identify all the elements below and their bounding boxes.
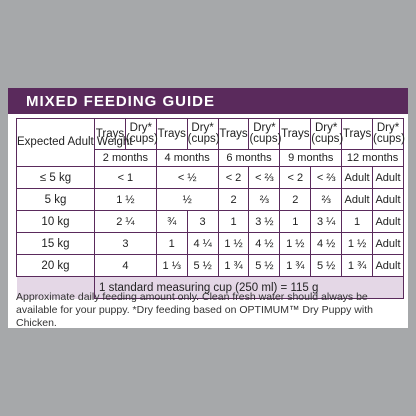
dry-unit: (cups) [249, 133, 282, 145]
trays-header: Trays [155, 118, 188, 150]
cell: 1 ½ [279, 232, 312, 255]
note: Approximate daily feeding amount only. C… [16, 291, 373, 329]
cell: 1 [217, 210, 250, 233]
cell: 1 ¾ [341, 254, 374, 277]
cell: 3 ½ [248, 210, 281, 233]
dry-unit: (cups) [373, 133, 405, 145]
data-row: ≤ 5 kg < 1 < ½ < 2 < ⅔ < 2 < ⅔ Adult Adult [16, 166, 404, 189]
age-header: 4 months [155, 149, 219, 167]
card: MIXED FEEDING GUIDE Expected Adult Weigh… [8, 88, 408, 329]
trays-header: Trays [217, 118, 250, 150]
cell: 5 ½ [248, 254, 281, 277]
dry-header: Dry* (cups) [248, 118, 282, 150]
cell: Adult [372, 210, 404, 233]
spacer [16, 276, 95, 299]
dry-header: Dry* (cups) [186, 118, 220, 150]
dry-label: Dry* [253, 122, 276, 134]
age-header: 9 months [279, 149, 343, 167]
cell: 4 ¼ [186, 232, 219, 255]
cell: 2 [279, 188, 312, 211]
cell: < ⅔ [248, 166, 281, 189]
cell: < ½ [155, 166, 219, 189]
cell: Adult [372, 166, 404, 189]
cell: 1 ¾ [217, 254, 250, 277]
cell: < 2 [279, 166, 312, 189]
age-header: 6 months [217, 149, 281, 167]
footer: 1 standard measuring cup (250 ml) = 115 … [94, 276, 404, 299]
cell: Adult [341, 166, 374, 189]
trays-header: Trays [279, 118, 312, 150]
cell: Adult [372, 254, 404, 277]
cell: ⅔ [248, 188, 281, 211]
age-header: 12 months [341, 149, 404, 167]
cell: 4 [94, 254, 157, 277]
cell: 4 ½ [310, 232, 343, 255]
weight: 5 kg [16, 188, 95, 211]
cell: Adult [372, 188, 404, 211]
cell: 1 [155, 232, 188, 255]
cell: 3 [94, 232, 157, 255]
dry-label: Dry* [376, 122, 400, 134]
weight-header: Expected Adult Weight [16, 118, 133, 167]
dry-header: Dry* (cups) [372, 118, 405, 150]
cell: 4 ½ [248, 232, 281, 255]
cell: ⅔ [310, 188, 343, 211]
trays-header: Trays [341, 118, 374, 150]
cell: < ⅔ [310, 166, 343, 189]
cell: 1 ⅓ [155, 254, 188, 277]
cell: 3 ¼ [310, 210, 343, 233]
title: MIXED FEEDING GUIDE [8, 88, 408, 114]
feeding-table: Expected Adult Weight Trays Dry* (cups) Tray… [16, 118, 405, 299]
dry-unit: (cups) [187, 133, 220, 145]
cell: < 1 [94, 166, 157, 189]
dry-label: Dry* [129, 122, 153, 134]
dry-header: Dry* (cups) [310, 118, 344, 150]
dry-label: Dry* [191, 122, 214, 134]
dry-unit: (cups) [311, 133, 344, 145]
trays-header: Trays [94, 118, 126, 150]
dry-label: Dry* [314, 122, 338, 134]
cell: 3 [186, 210, 219, 233]
dry-unit: (cups) [125, 133, 158, 145]
age-row: 2 months 4 months 6 months 9 months 12 month… [17, 149, 404, 167]
cell: 2 [217, 188, 250, 211]
cell: 1 [341, 210, 374, 233]
footer-row: 1 standard measuring cup (250 ml) = 115 … [16, 276, 404, 299]
data-row: 5 kg 1 ½ ½ 2 ⅔ 2 ⅔ Adult Adult [16, 188, 404, 211]
weight: 20 kg [16, 254, 95, 277]
cell: 5 ½ [310, 254, 343, 277]
cell: Adult [372, 232, 404, 255]
dry-header: Dry* (cups) [124, 118, 158, 150]
cell: 1 ½ [341, 232, 374, 255]
cell: ½ [155, 188, 219, 211]
cell: Adult [341, 188, 374, 211]
cell: ¾ [155, 210, 188, 233]
cell: 5 ½ [186, 254, 219, 277]
cell: 1 ½ [94, 188, 157, 211]
cell: 2 ¼ [94, 210, 157, 233]
header-row: Expected Adult Weight Trays Dry* (cups) Tray… [16, 118, 405, 167]
cell: 1 ¾ [279, 254, 312, 277]
weight: 15 kg [16, 232, 95, 255]
cell: < 2 [217, 166, 250, 189]
age-header: 2 months [94, 149, 157, 167]
cell: 1 ½ [217, 232, 250, 255]
weight: ≤ 5 kg [16, 166, 95, 189]
cell: 1 [279, 210, 312, 233]
weight: 10 kg [16, 210, 95, 233]
